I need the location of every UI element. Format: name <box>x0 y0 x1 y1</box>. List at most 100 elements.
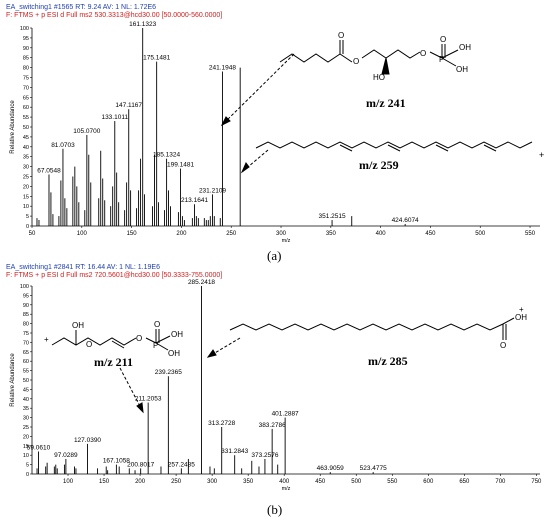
spectrum-b-ytick-label: 100 <box>20 284 29 290</box>
spectrum-b-xtick-label: 500 <box>351 479 362 485</box>
spectrum-b-xtick-label: 600 <box>423 479 434 485</box>
spectrum-b-ylabel: Relative Abundance <box>10 353 16 407</box>
atom-oh-b3: OH <box>168 349 180 358</box>
charge-plus-a: + <box>539 150 544 160</box>
arrow-285 <box>206 337 241 358</box>
panel-a-header-line2: F: FTMS + p ESI d Full ms2 530.3313@hcd3… <box>6 12 223 19</box>
spectrum-a-xtick-label: 550 <box>525 231 536 237</box>
lysophosphatidic-acid-structure <box>279 40 459 75</box>
spectrum-a-ytick-label: 45 <box>23 135 29 141</box>
spectrum-a-xtick-label: 350 <box>326 231 337 237</box>
atom-o-b1: O <box>86 340 92 349</box>
atom-oh-2: OH <box>456 65 468 74</box>
spectrum-a-ytick-label: 50 <box>23 125 29 131</box>
spectrum-b-ytick-label: 15 <box>23 444 29 450</box>
spectrum-b-ytick-label: 45 <box>23 387 29 393</box>
spectrum-b-peak-label: 383.2786 <box>259 422 286 429</box>
spectrum-b-peak-label: 200.8017 <box>127 461 154 468</box>
spectrum-a-ytick-label: 75 <box>23 76 29 82</box>
spectrum-b-peak-label: 331.2843 <box>221 448 248 455</box>
spectrum-a-xtick-label: 300 <box>276 231 287 237</box>
spectrum-b-xtick-label: 350 <box>243 479 254 485</box>
spectrum-b-xtick-label: 650 <box>459 479 470 485</box>
panel-b-header-line1: EA_switching1 #2841 RT: 16.44 AV: 1 NL: … <box>6 264 160 271</box>
atom-p: P <box>439 55 444 64</box>
spectrum-b-ytick-label: 5 <box>26 463 29 469</box>
spectrum-b-ytick-label: 55 <box>23 369 29 375</box>
atom-o-b2: O <box>136 334 142 343</box>
spectrum-a-ytick-label: 90 <box>23 46 29 52</box>
spectrum-a-ytick-label: 55 <box>23 115 29 121</box>
spectrum-b-ytick-label: 30 <box>23 416 29 422</box>
atom-o-c: O <box>500 341 506 350</box>
spectrum-a-ytick-label: 95 <box>23 36 29 42</box>
spectrum-b-ytick-label: 95 <box>23 293 29 299</box>
label-mz-259: m/z 259 <box>359 158 399 172</box>
spectrum-b-peak-label: 59.0610 <box>27 444 51 451</box>
spectrum-a-peak-label: 241.1948 <box>209 65 236 72</box>
arrow-211 <box>119 367 144 414</box>
atom-oh-c: OH <box>515 313 527 322</box>
atom-oh-b1: OH <box>72 321 84 330</box>
spectrum-b-xtick-label: 200 <box>135 479 146 485</box>
atom-o-2: O <box>353 57 359 66</box>
spectrum-b-xtick-label: 250 <box>171 479 182 485</box>
spectrum-a-ytick-label: 35 <box>23 155 29 161</box>
spectrum-a-peak-label: 175.1481 <box>143 55 170 62</box>
spectrum-b-peak-label: 127.0390 <box>74 437 101 444</box>
lpa-structure-atoms: O O HO O P O OH OH <box>338 31 471 82</box>
charge-plus-c: + <box>519 305 524 314</box>
spectrum-b-xtick-label: 550 <box>387 479 398 485</box>
atom-o-1: O <box>338 31 344 40</box>
spectrum-a-ytick-label: 5 <box>26 214 29 220</box>
spectrum-a-xtick-label: 450 <box>425 231 436 237</box>
spectrum-b-ytick-label: 35 <box>23 406 29 412</box>
spectrum-a-xlabel: m/z <box>282 238 291 244</box>
caption-a: (a) <box>267 248 282 263</box>
atom-o-3: O <box>420 49 426 58</box>
spectrum-b-xtick-label: 300 <box>207 479 218 485</box>
panel-a-header-line1: EA_switching1 #1565 RT: 9.24 AV: 1 NL: 1… <box>6 4 157 11</box>
atom-o-b3: O <box>154 320 160 329</box>
spectrum-a-peak-label: 213.1641 <box>181 197 208 204</box>
spectrum-a-xtick-label: 250 <box>226 231 237 237</box>
spectrum-b-ytick-label: 25 <box>23 425 29 431</box>
spectrum-b-ytick-label: 75 <box>23 331 29 337</box>
spectrum-b-peak-label: 167.1058 <box>103 458 130 465</box>
charge-plus-b: + <box>44 335 49 344</box>
spectrum-a-ytick-label: 100 <box>20 26 29 32</box>
glycerol-phosphate-fragment-structure <box>51 329 171 351</box>
spectrum-b-ytick-label: 20 <box>23 434 29 440</box>
spectrum-b-xtick-label: 150 <box>99 479 110 485</box>
spectrum-a-plot: 0 5 10 15 20 25 30 35 40 45 50 55 60 65 70 75 80 85 90 95 10… <box>10 21 540 244</box>
spectrum-a-peak-label: 199.1481 <box>167 162 194 169</box>
arrow-259 <box>240 149 269 174</box>
atom-ho: HO <box>373 73 385 82</box>
spectrum-a-peak-label: 147.1167 <box>115 102 142 109</box>
spectrum-b-peak-label: 373.2576 <box>251 452 278 459</box>
spectrum-b-xtick-label: 750 <box>531 479 542 485</box>
spectrum-a-peak-label: 81.0703 <box>51 142 75 149</box>
spectrum-b-peak-label: 285.2418 <box>188 279 215 286</box>
spectrum-a-ylabel: Relative Abundance <box>10 100 16 154</box>
spectrum-a-peak-label: 424.6074 <box>392 217 419 224</box>
spectrum-b-ytick-label: 0 <box>26 472 29 478</box>
spectrum-a-ytick-label: 10 <box>23 204 29 210</box>
spectrum-a-xtick-label: 50 <box>29 231 36 237</box>
spectrum-b-ytick-label: 80 <box>23 322 29 328</box>
spectrum-a-xtick-label: 400 <box>376 231 387 237</box>
fatty-acid-atoms: O OH + <box>500 305 527 350</box>
spectrum-b-peak-label: 257.2485 <box>168 461 195 468</box>
spectrum-a-xtick-label: 100 <box>77 231 88 237</box>
spectrum-b-xtick-label: 400 <box>279 479 290 485</box>
spectrum-a-ytick-label: 85 <box>23 56 29 62</box>
spectrum-b-ytick-label: 10 <box>23 453 29 459</box>
spectrum-a-ytick-label: 25 <box>23 175 29 181</box>
spectrum-a-peak-label: 133.1011 <box>101 114 128 121</box>
fatty-chain-structure-259 <box>255 141 533 152</box>
fatty-acid-structure-285 <box>229 317 515 340</box>
spectrum-a-peak-label: 231.2109 <box>199 187 226 194</box>
spectrum-b-ytick-label: 60 <box>23 359 29 365</box>
spectrum-a-ytick-label: 30 <box>23 165 29 171</box>
spectrum-a-ytick-label: 0 <box>26 224 29 230</box>
